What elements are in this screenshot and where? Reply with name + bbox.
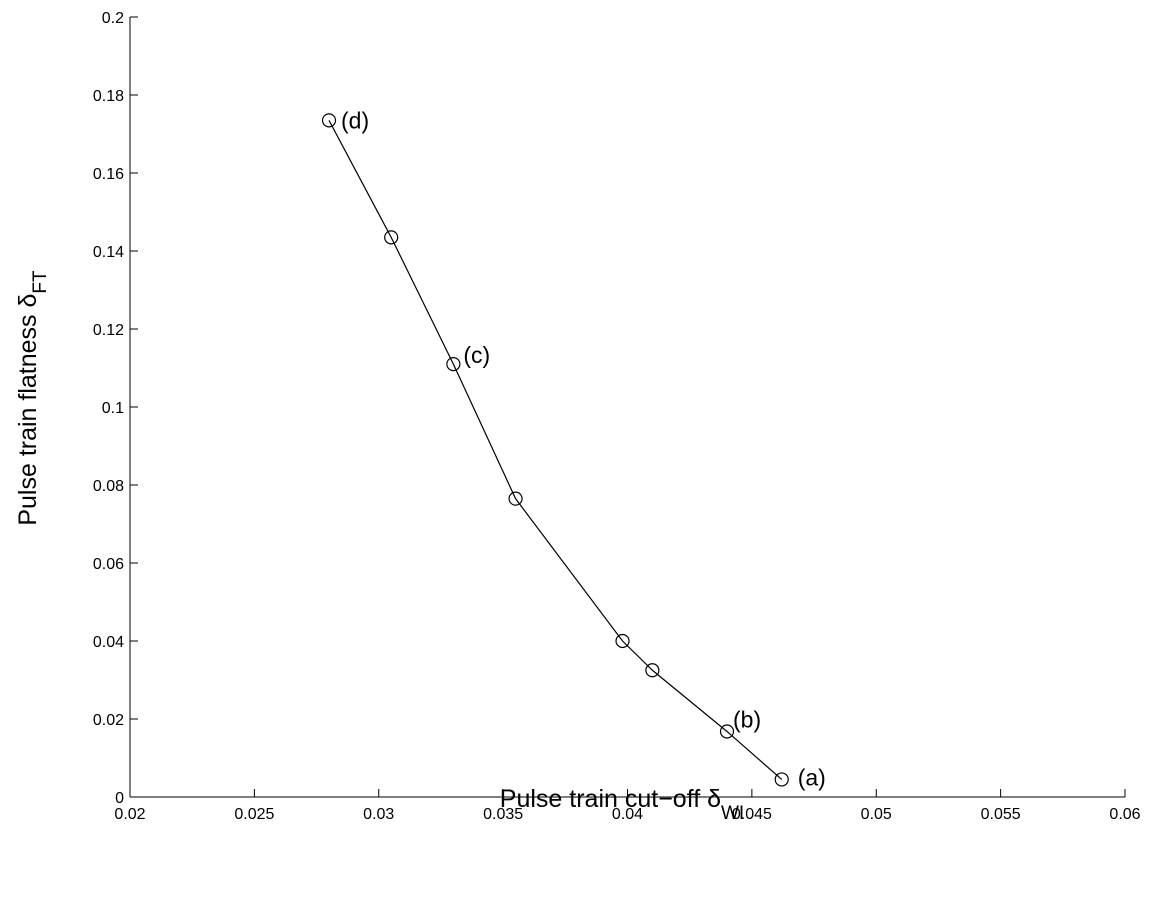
series-line — [328, 120, 783, 780]
data-point — [508, 491, 523, 506]
point-annotation: (b) — [733, 706, 761, 732]
y-tick-label: 0.1 — [102, 400, 124, 417]
x-tick-label: 0.05 — [861, 806, 892, 823]
x-tick-label: 0.04 — [612, 806, 643, 823]
y-axis-label-main: Pulse train flatness δ — [14, 294, 42, 526]
y-axis-label: Pulse train flatness δFT — [14, 270, 51, 526]
x-axis-label-sub: WI — [721, 803, 744, 824]
y-tick-label: 0.16 — [93, 166, 124, 183]
x-axis-label-main: Pulse train cut−off δ — [500, 785, 721, 813]
x-tick-label: 0.045 — [732, 806, 772, 823]
point-annotation: (a) — [798, 764, 826, 790]
y-tick-label: 0.14 — [93, 244, 124, 261]
x-tick-label: 0.025 — [234, 806, 274, 823]
ticks: 0.02 0.025 0.03 0.035 0.04 0.045 0.05 0.055 0.06… — [93, 10, 1141, 823]
data-point — [645, 663, 660, 678]
x-tick-label: 0.055 — [981, 806, 1021, 823]
data-point — [384, 230, 399, 245]
data-point — [615, 633, 630, 649]
axes — [129, 17, 1125, 798]
data-point — [774, 772, 789, 787]
y-tick-label: 0.06 — [93, 556, 124, 573]
y-tick-label: 0.2 — [102, 10, 124, 27]
y-tick-label: 0 — [115, 790, 124, 807]
y-tick-label: 0.02 — [93, 712, 124, 729]
x-tick-label: 0.02 — [114, 806, 145, 823]
point-annotation: (c) — [463, 342, 490, 368]
x-tick-label: 0.035 — [483, 806, 523, 823]
x-tick-label: 0.03 — [363, 806, 394, 823]
y-tick-label: 0.18 — [93, 88, 124, 105]
x-axis-label: Pulse train cut−off δWI — [500, 785, 744, 824]
y-tick-label: 0.08 — [93, 478, 124, 495]
y-tick-label: 0.04 — [93, 634, 124, 651]
plot-area: (d) (c) (b) (a) — [321, 107, 826, 790]
y-tick-label: 0.12 — [93, 322, 124, 339]
point-annotation: (d) — [341, 107, 369, 133]
data-point — [321, 113, 337, 128]
data-point — [446, 357, 461, 372]
x-tick-label: 0.06 — [1109, 806, 1140, 823]
labels: Pulse train cut−off δWI Pulse train flat… — [14, 270, 744, 824]
data-point — [719, 724, 735, 739]
y-axis-label-sub: FT — [30, 270, 51, 294]
